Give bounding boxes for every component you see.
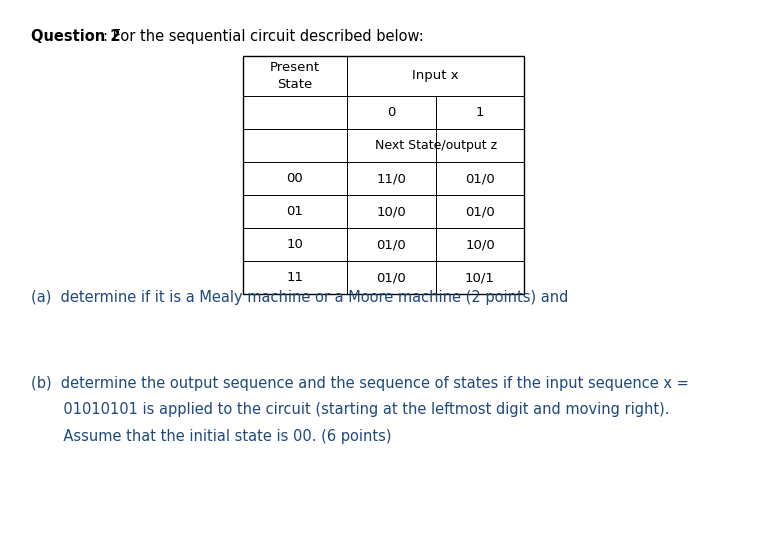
Text: 10/0: 10/0	[376, 205, 406, 218]
Text: 10: 10	[287, 238, 303, 251]
Text: 01/0: 01/0	[465, 205, 495, 218]
Bar	[243, 56, 524, 294]
Text: 1: 1	[476, 106, 484, 119]
Text: 01/0: 01/0	[376, 271, 406, 284]
Text: Present
State: Present State	[270, 61, 320, 91]
Text: 10/1: 10/1	[465, 271, 495, 284]
Text: Assume that the initial state is 00. (6 points): Assume that the initial state is 00. (6 …	[31, 429, 392, 444]
Text: Next State/output z: Next State/output z	[375, 139, 497, 152]
Text: 01010101 is applied to the circuit (starting at the leftmost digit and moving ri: 01010101 is applied to the circuit (star…	[31, 402, 669, 417]
Text: Input x: Input x	[412, 69, 459, 83]
Text: 01/0: 01/0	[376, 238, 406, 251]
Text: 11: 11	[286, 271, 304, 284]
Text: (a)  determine if it is a Mealy machine or a Moore machine (2 points) and: (a) determine if it is a Mealy machine o…	[31, 290, 568, 305]
Text: 10/0: 10/0	[465, 238, 495, 251]
Text: 01/0: 01/0	[465, 172, 495, 185]
Text: Question 2: Question 2	[31, 29, 120, 44]
Text: 00: 00	[287, 172, 303, 185]
Text: : For the sequential circuit described below:: : For the sequential circuit described b…	[103, 29, 423, 44]
Text: 01: 01	[287, 205, 303, 218]
Text: 11/0: 11/0	[376, 172, 406, 185]
Text: 0: 0	[387, 106, 396, 119]
Text: (b)  determine the output sequence and the sequence of states if the input seque: (b) determine the output sequence and th…	[31, 376, 689, 391]
